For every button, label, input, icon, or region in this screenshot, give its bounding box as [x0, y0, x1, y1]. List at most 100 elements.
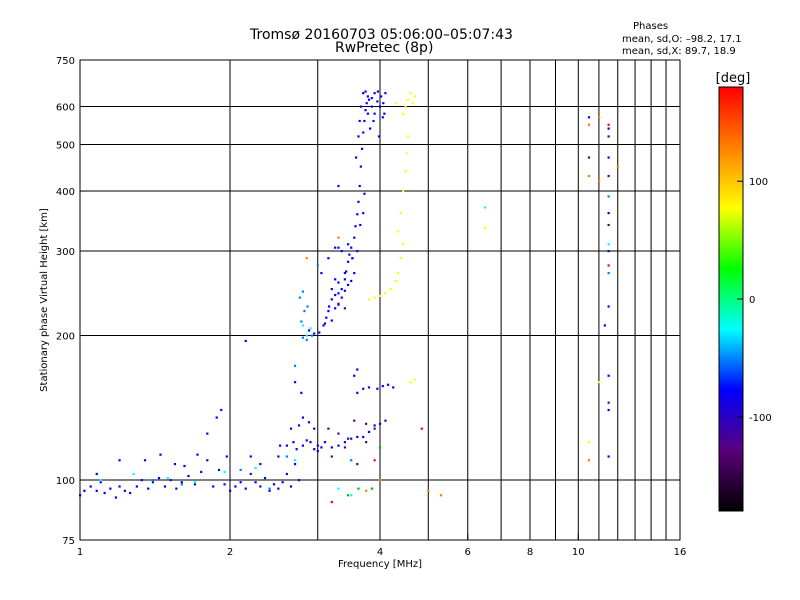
data-point — [320, 271, 323, 275]
data-point — [369, 127, 372, 130]
data-point — [337, 246, 340, 249]
data-point — [363, 192, 366, 195]
data-point — [402, 243, 405, 246]
data-point — [397, 230, 400, 233]
data-point — [357, 487, 360, 490]
data-point — [293, 364, 297, 367]
data-point — [175, 487, 178, 490]
data-point — [323, 441, 327, 444]
colorbar-tick-label: 100 — [749, 177, 768, 188]
y-tick-label: 100 — [56, 476, 75, 487]
data-point — [597, 381, 601, 384]
data-point — [292, 441, 295, 444]
data-point — [330, 288, 333, 291]
data-point — [334, 278, 337, 281]
data-point — [99, 481, 102, 484]
data-point — [427, 489, 430, 492]
data-point — [217, 468, 221, 472]
data-point — [379, 446, 382, 449]
data-point — [295, 448, 298, 451]
data-point — [399, 257, 402, 260]
phase-stats-o: mean, sd,O: –98.2, 17.1 — [622, 34, 742, 45]
data-point — [406, 98, 410, 101]
data-point — [310, 334, 314, 337]
x-axis-label: Frequency [MHz] — [338, 559, 422, 570]
data-point — [95, 472, 98, 476]
data-point — [359, 223, 362, 227]
data-point — [313, 448, 316, 451]
data-point — [366, 95, 369, 98]
data-point — [118, 459, 121, 462]
data-point — [337, 281, 340, 284]
x-axis: 1 2 4 6 8 10 16 — [77, 534, 687, 558]
data-point — [298, 296, 301, 299]
data-point — [356, 435, 359, 439]
data-point — [373, 459, 376, 462]
data-point — [607, 195, 610, 198]
data-point — [364, 109, 367, 112]
data-point — [309, 327, 312, 330]
data-point — [193, 481, 197, 484]
x-tick-label: 16 — [674, 547, 687, 558]
data-point — [334, 293, 337, 297]
data-point — [254, 466, 257, 470]
data-point — [337, 236, 340, 239]
data-point — [277, 487, 280, 490]
data-point — [293, 462, 297, 466]
data-point — [587, 156, 591, 159]
data-point — [206, 432, 209, 435]
data-point — [484, 206, 487, 209]
data-point — [381, 116, 384, 119]
data-point — [373, 427, 376, 430]
data-point — [307, 329, 311, 332]
data-point — [402, 190, 405, 193]
x-tick-label: 4 — [377, 547, 383, 558]
data-point — [173, 462, 177, 466]
y-tick-label: 400 — [56, 187, 75, 198]
data-point — [607, 264, 610, 267]
data-point — [99, 479, 102, 482]
x-tick-label: 10 — [572, 547, 585, 558]
data-point — [259, 462, 262, 466]
colorbar-tick-label: 0 — [749, 295, 755, 306]
data-point — [362, 131, 365, 134]
data-point — [183, 464, 186, 468]
data-point — [289, 427, 293, 430]
data-point — [254, 481, 257, 484]
data-point — [316, 264, 319, 267]
data-point — [263, 476, 267, 480]
data-point — [370, 105, 373, 108]
data-point — [363, 119, 366, 123]
data-point — [234, 485, 237, 488]
data-point — [300, 320, 303, 323]
data-point — [366, 112, 369, 115]
y-tick-label: 600 — [56, 103, 75, 114]
data-point — [268, 487, 271, 490]
data-point — [365, 441, 368, 444]
data-point — [323, 322, 327, 325]
data-point — [340, 288, 343, 291]
data-point — [343, 289, 347, 292]
data-point — [354, 225, 357, 228]
data-point — [358, 119, 361, 123]
data-point — [367, 98, 371, 101]
y-axis: 75 100 200 300 400 500 600 750 — [56, 56, 86, 547]
data-point — [383, 112, 386, 115]
data-point — [413, 95, 417, 98]
data-point — [346, 283, 350, 287]
data-point — [309, 441, 312, 444]
data-point — [370, 97, 373, 100]
data-point — [373, 92, 376, 95]
chart-title: Tromsø 20160703 05:06:00–05:07:43 — [250, 27, 513, 43]
data-point — [123, 489, 126, 492]
data-point — [229, 489, 232, 492]
data-point — [337, 184, 340, 188]
data-point — [384, 419, 387, 422]
data-point — [206, 459, 209, 462]
data-point — [380, 95, 383, 98]
data-point — [327, 257, 330, 260]
data-point — [405, 152, 408, 155]
data-point — [607, 250, 610, 253]
data-point — [376, 387, 379, 390]
